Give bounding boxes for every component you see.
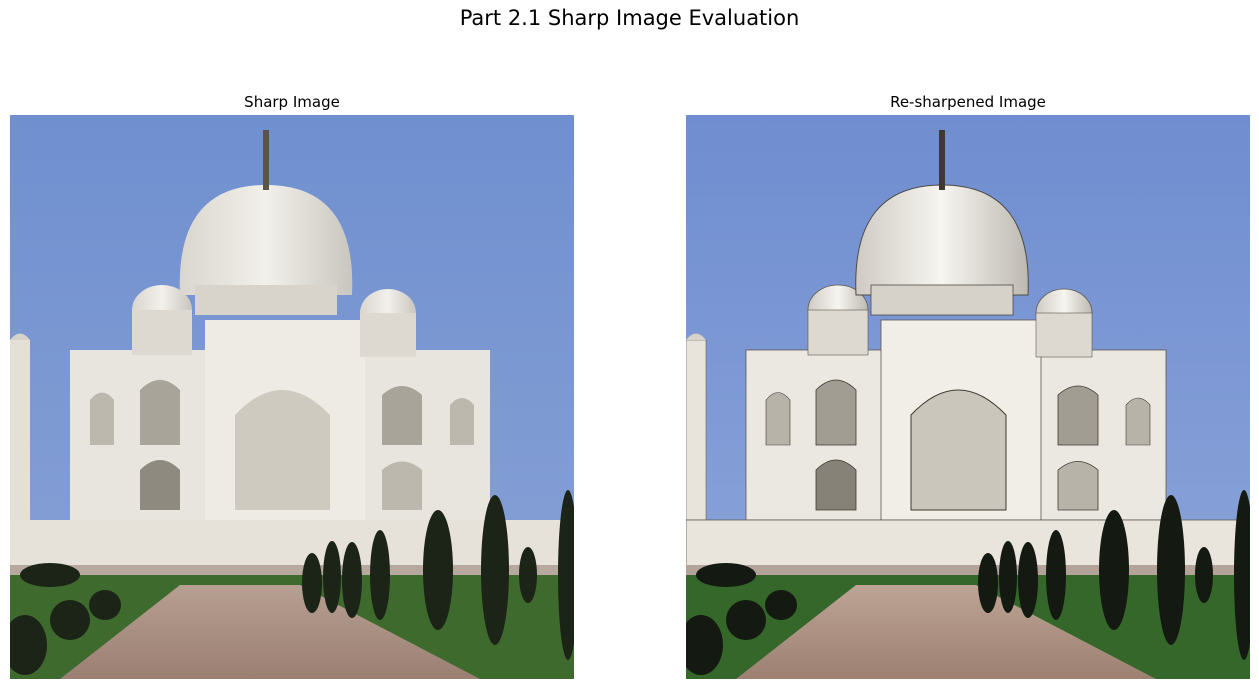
walkway [60,585,480,679]
panel-title-sharp: Sharp Image [244,93,340,111]
figure-title: Part 2.1 Sharp Image Evaluation [459,6,800,30]
plinth [10,520,574,570]
panel-title-resharpened: Re-sharpened Image [890,93,1046,111]
resharpened-image [686,115,1250,679]
dome-finial [263,130,269,190]
main-dome [179,185,353,295]
sharp-image [10,115,574,679]
sharp-image-panel [10,115,574,679]
resharpened-image-panel [686,115,1250,679]
cypress-trees [10,490,574,675]
central-arch [235,390,330,510]
minaret [10,340,30,520]
